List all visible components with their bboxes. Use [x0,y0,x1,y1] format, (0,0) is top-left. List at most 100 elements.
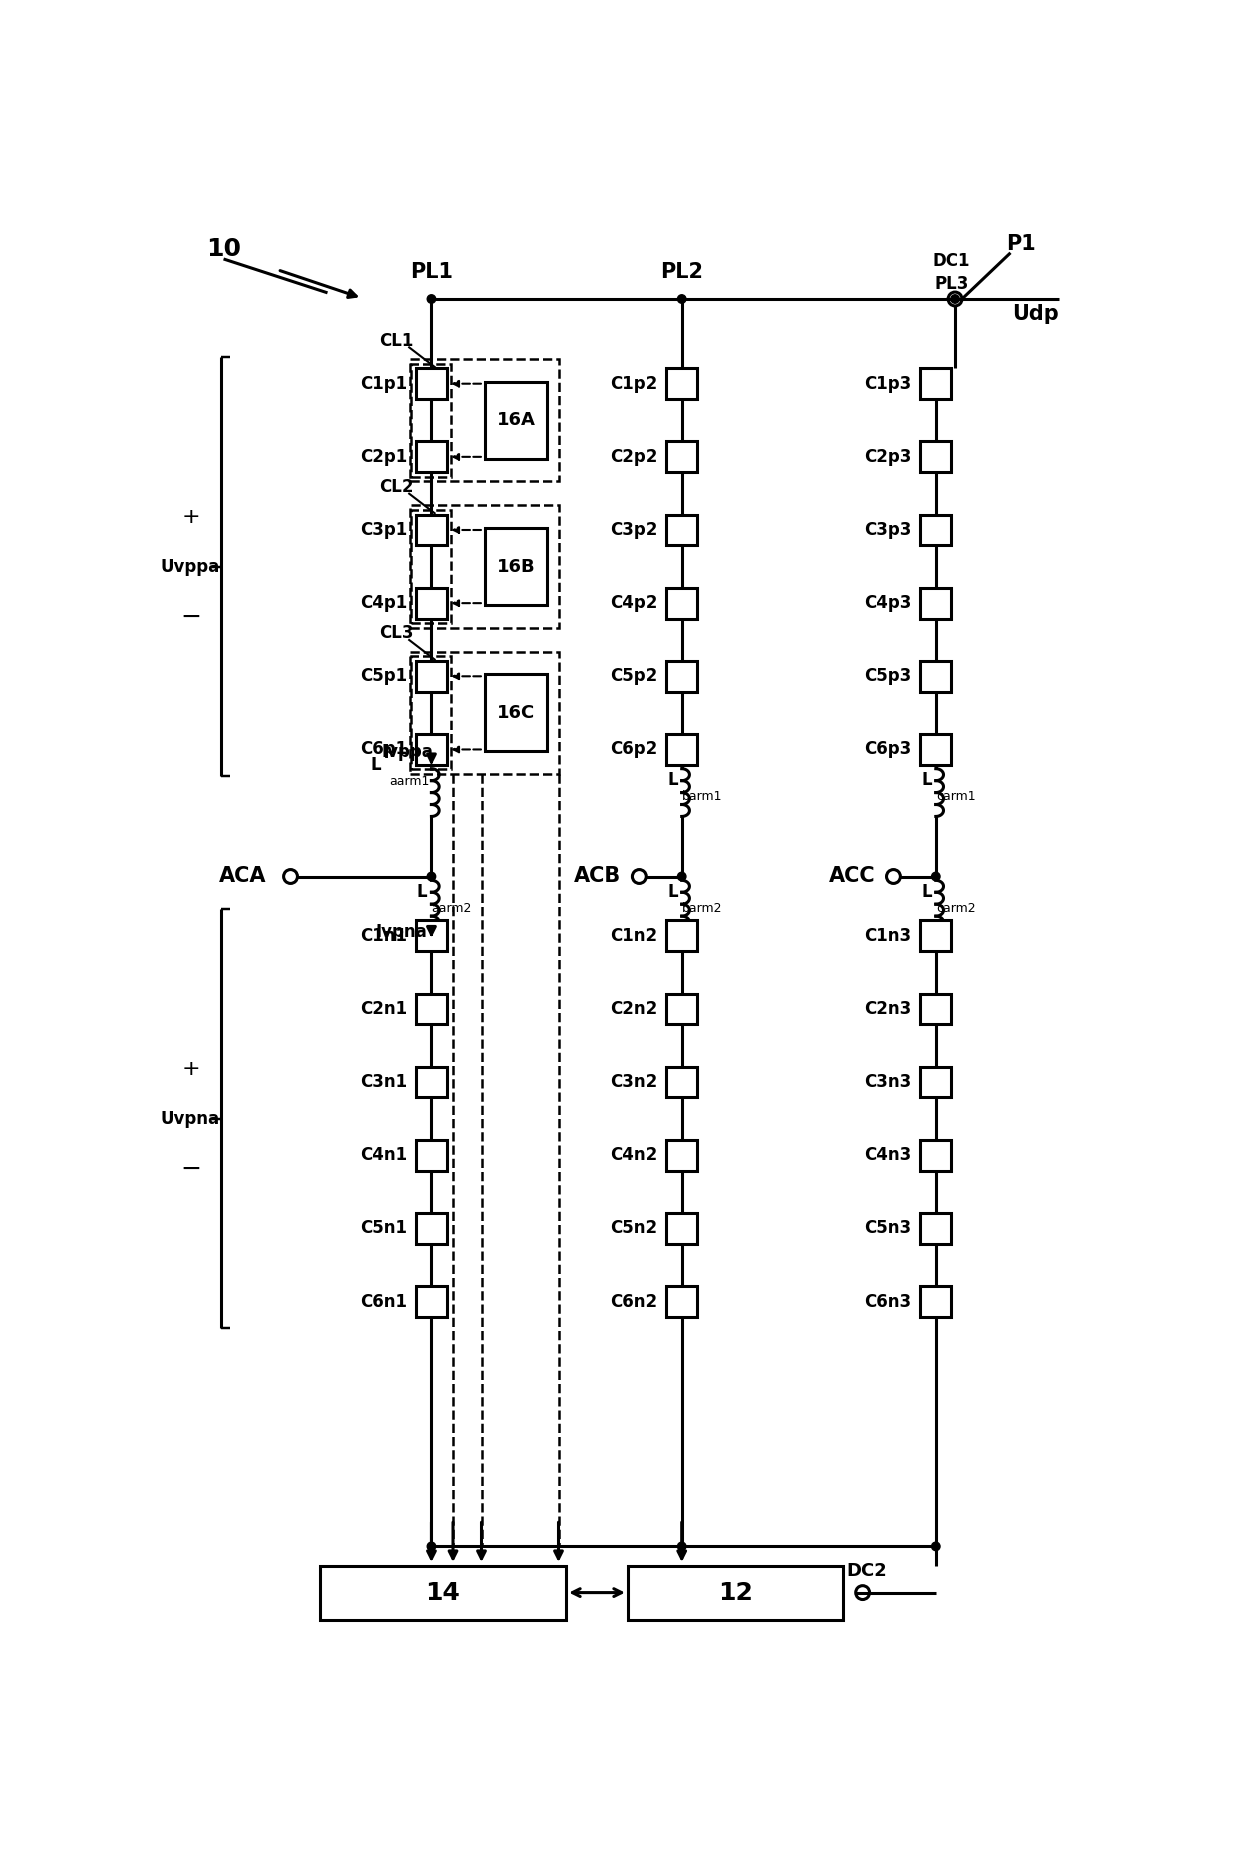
Text: C1p3: C1p3 [864,376,911,392]
Text: −: − [180,605,201,629]
Bar [666,1214,697,1243]
Bar [417,1214,446,1243]
Text: Ivppa: Ivppa [382,742,433,760]
Bar [666,514,697,546]
Bar [666,1286,697,1317]
Text: C6n3: C6n3 [864,1293,911,1310]
Bar [417,514,446,546]
Bar [417,1067,446,1097]
Text: 16C: 16C [497,703,536,722]
Bar [920,1140,951,1171]
Text: +: + [181,1058,200,1079]
Text: DC1: DC1 [932,252,970,270]
Circle shape [428,871,435,881]
Circle shape [931,1543,940,1550]
Text: carm2: carm2 [936,903,976,916]
Text: 12: 12 [718,1580,753,1604]
Bar [666,734,697,764]
Text: DC2: DC2 [846,1561,887,1580]
Bar [417,1140,446,1171]
Bar [485,675,547,751]
Text: aarm2: aarm2 [432,903,472,916]
Bar [920,993,951,1025]
Text: Ivpna: Ivpna [376,923,428,942]
Text: C2n1: C2n1 [360,1001,407,1018]
Bar [920,1214,951,1243]
Bar [417,660,446,692]
Bar [627,1565,843,1619]
Bar [920,1067,951,1097]
Bar [417,993,446,1025]
Text: L: L [417,882,428,901]
Bar [410,505,558,627]
Bar [920,368,951,400]
Bar [920,660,951,692]
Bar [417,588,446,618]
Bar [920,734,951,764]
Circle shape [677,871,686,881]
Text: C3n2: C3n2 [610,1073,657,1092]
Bar [920,1286,951,1317]
Text: C1n3: C1n3 [864,927,911,945]
Bar [417,1286,446,1317]
Text: CL2: CL2 [379,477,414,496]
Text: 14: 14 [425,1580,460,1604]
Text: C6p3: C6p3 [864,740,911,758]
Text: ACC: ACC [830,866,875,886]
Bar [417,442,446,472]
Text: C4p1: C4p1 [360,594,407,612]
Bar [666,1140,697,1171]
Text: C6n1: C6n1 [360,1293,407,1310]
Text: Uvppa: Uvppa [161,557,219,575]
Text: C6n2: C6n2 [610,1293,657,1310]
Text: C4n2: C4n2 [610,1147,657,1164]
Text: C2p1: C2p1 [360,448,407,466]
Circle shape [428,1543,435,1550]
Text: C5n3: C5n3 [864,1219,911,1238]
Circle shape [677,294,686,303]
Bar [666,993,697,1025]
Bar [412,657,451,770]
Text: C3n3: C3n3 [864,1073,911,1092]
Bar [666,1067,697,1097]
Bar [412,511,451,623]
Bar [666,588,697,618]
Text: Uvpna: Uvpna [161,1110,219,1128]
Bar [410,359,558,481]
Text: 16B: 16B [497,557,536,575]
Text: 16A: 16A [497,411,536,429]
Text: aarm1: aarm1 [389,775,429,788]
Text: ACB: ACB [574,866,621,886]
Text: PL2: PL2 [660,263,703,281]
Text: C1p1: C1p1 [360,376,407,392]
Text: C5p2: C5p2 [610,668,657,684]
Text: C3p2: C3p2 [610,522,657,538]
Circle shape [931,871,940,881]
Bar [920,921,951,951]
Bar [920,514,951,546]
Text: C6p1: C6p1 [360,740,407,758]
Text: C3p1: C3p1 [360,522,407,538]
Circle shape [428,294,435,303]
Text: barm1: barm1 [682,790,722,803]
Text: C1p2: C1p2 [610,376,657,392]
Bar [920,588,951,618]
Circle shape [677,1543,686,1550]
Text: barm2: barm2 [682,903,722,916]
Text: C5p1: C5p1 [360,668,407,684]
Text: +: + [181,507,200,527]
Bar [666,921,697,951]
Text: L: L [667,771,678,790]
Text: L: L [921,771,932,790]
Text: −: − [180,1156,201,1180]
Bar [417,921,446,951]
Bar [412,364,451,477]
Text: L: L [371,757,382,773]
Text: C3p3: C3p3 [864,522,911,538]
Text: P1: P1 [1006,233,1035,253]
Text: CL1: CL1 [379,331,414,350]
Text: 10: 10 [206,237,241,261]
Bar [410,651,558,773]
Text: C2p3: C2p3 [864,448,911,466]
Text: C5p3: C5p3 [864,668,911,684]
